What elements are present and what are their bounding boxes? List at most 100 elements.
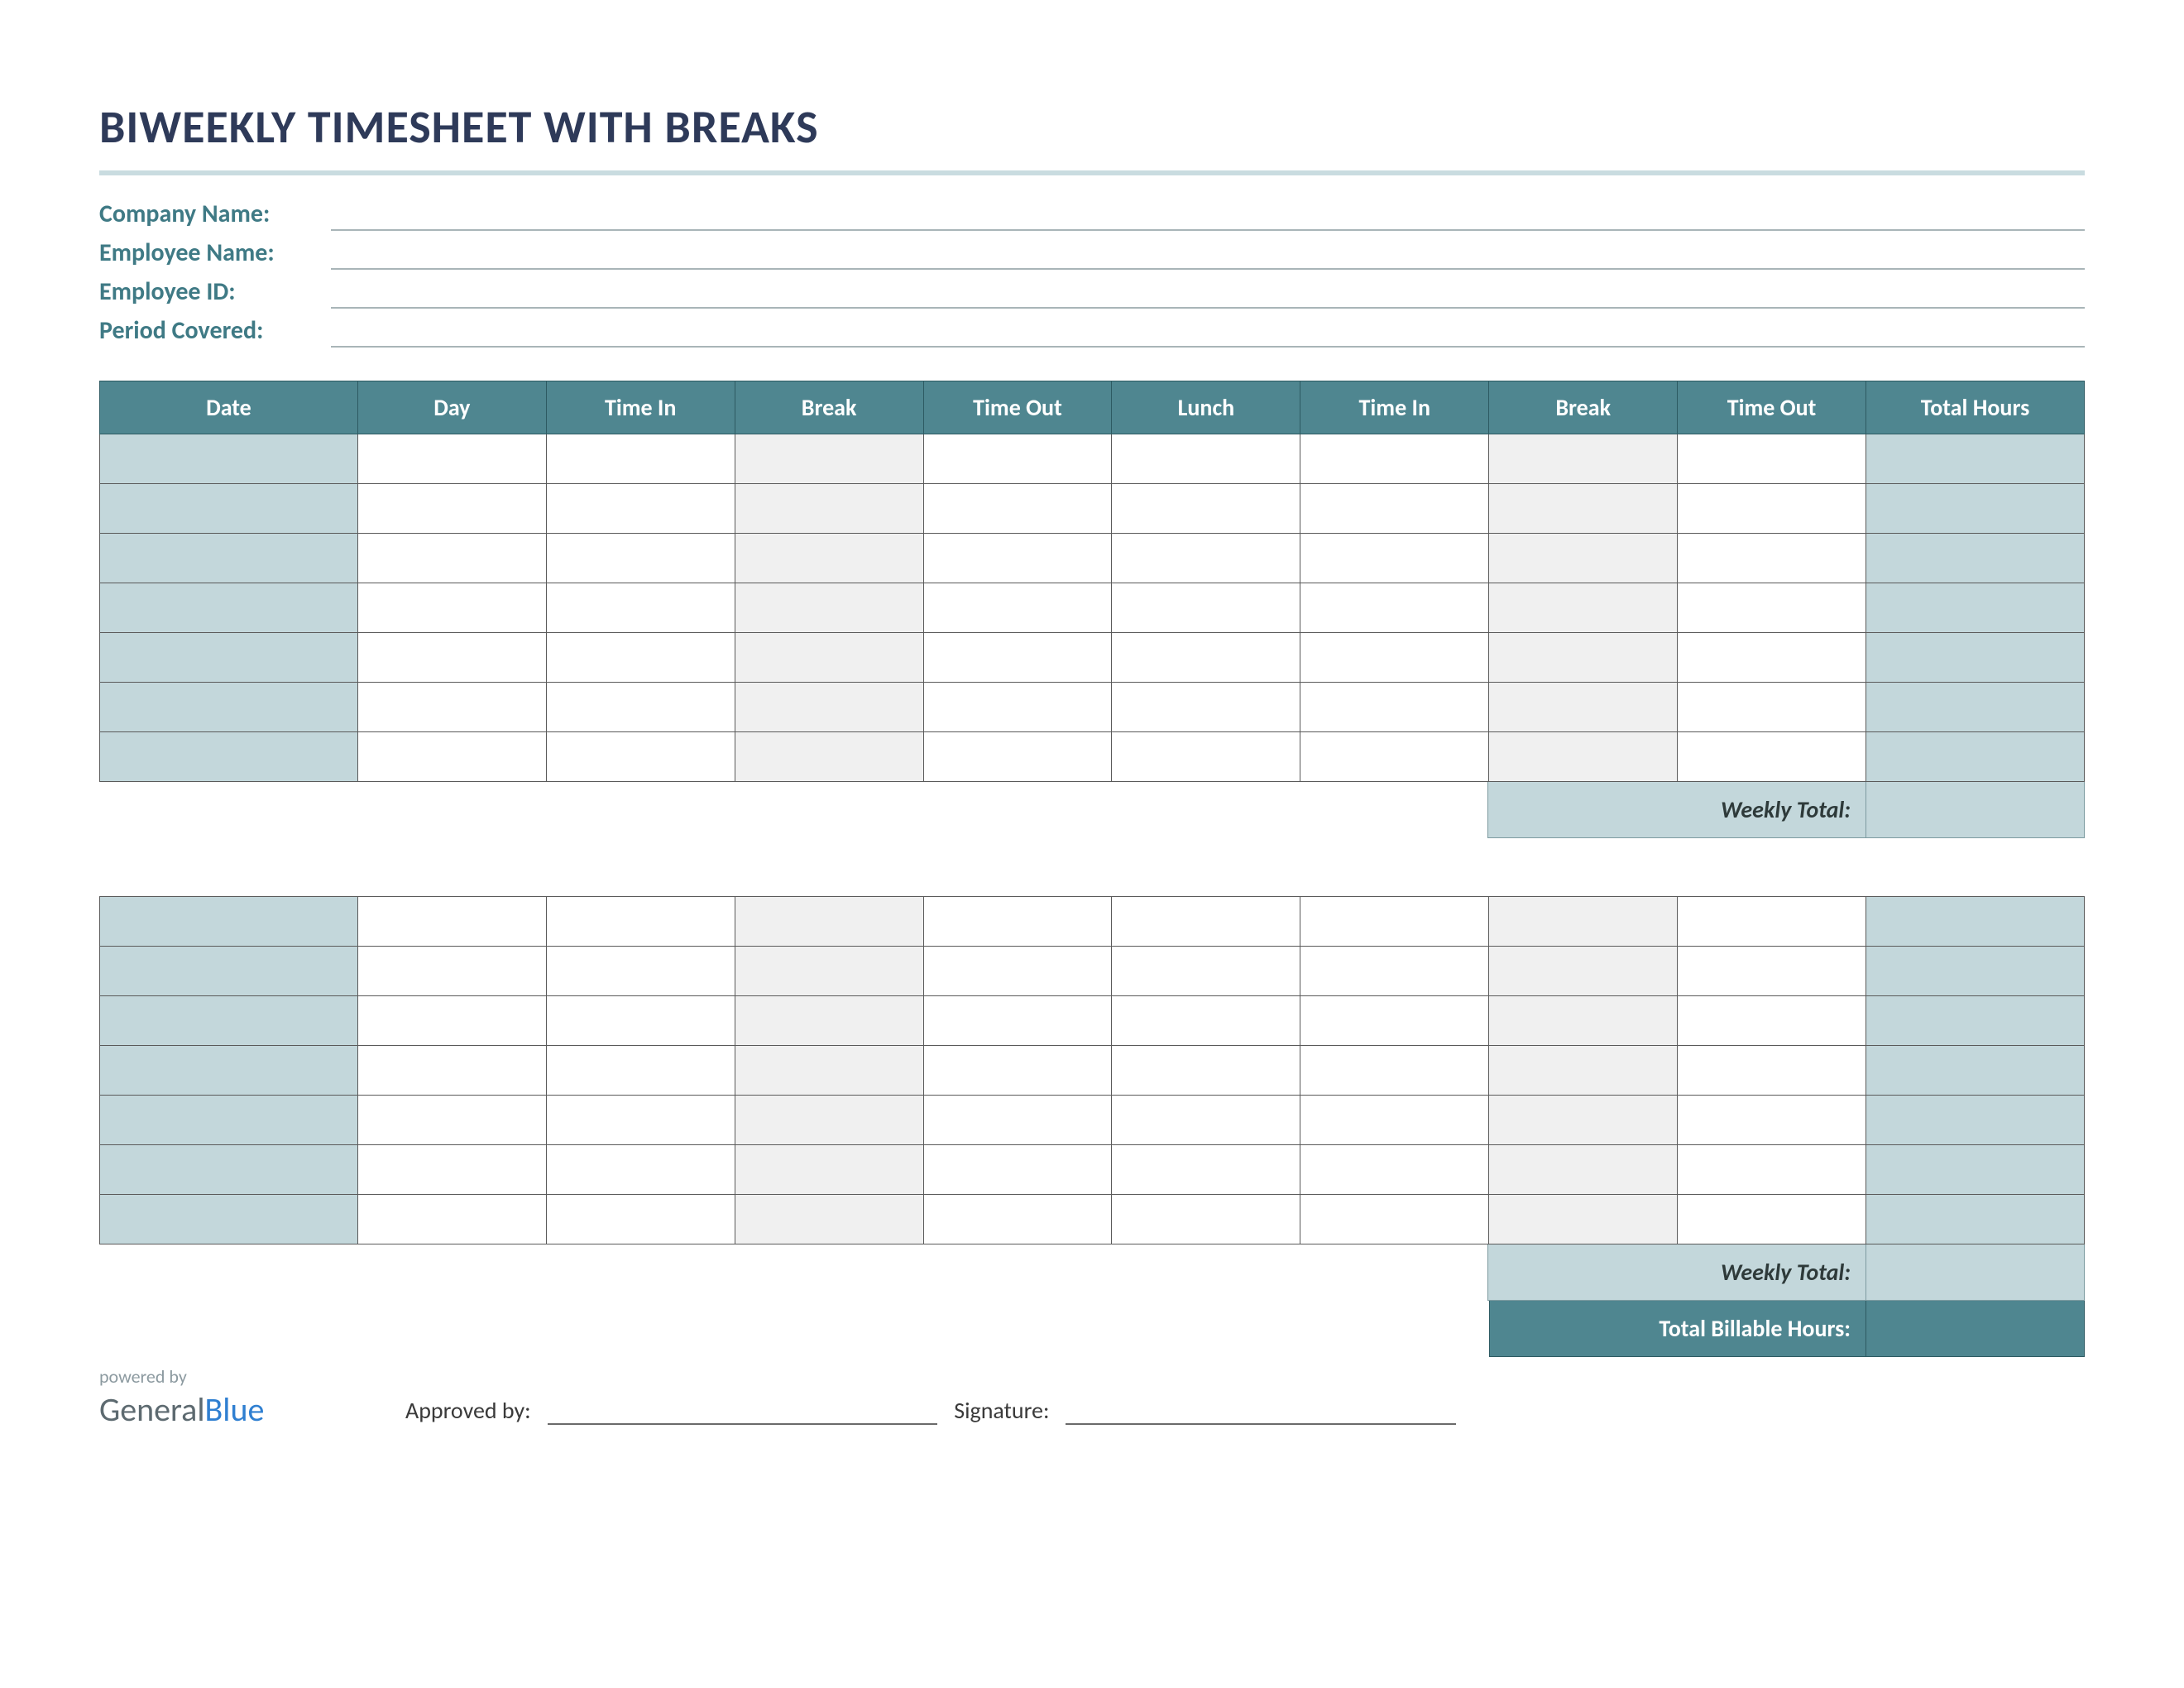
cell-lunch[interactable] bbox=[1112, 484, 1300, 534]
cell-total[interactable] bbox=[1866, 996, 2085, 1046]
cell-break1[interactable] bbox=[735, 996, 923, 1046]
cell-time_in2[interactable] bbox=[1300, 1096, 1489, 1145]
cell-time_in2[interactable] bbox=[1300, 633, 1489, 683]
cell-lunch[interactable] bbox=[1112, 732, 1300, 782]
cell-total[interactable] bbox=[1866, 897, 2085, 947]
cell-time_in2[interactable] bbox=[1300, 732, 1489, 782]
cell-lunch[interactable] bbox=[1112, 1046, 1300, 1096]
cell-time_out2[interactable] bbox=[1678, 1195, 1866, 1244]
week2-total-value[interactable] bbox=[1866, 1244, 2084, 1300]
cell-lunch[interactable] bbox=[1112, 434, 1300, 484]
cell-lunch[interactable] bbox=[1112, 1195, 1300, 1244]
cell-break2[interactable] bbox=[1489, 434, 1678, 484]
cell-break1[interactable] bbox=[735, 1046, 923, 1096]
cell-time_out2[interactable] bbox=[1678, 534, 1866, 583]
cell-time_in1[interactable] bbox=[546, 996, 735, 1046]
cell-date[interactable] bbox=[100, 633, 358, 683]
cell-break2[interactable] bbox=[1489, 897, 1678, 947]
cell-lunch[interactable] bbox=[1112, 633, 1300, 683]
cell-time_out2[interactable] bbox=[1678, 996, 1866, 1046]
cell-time_out1[interactable] bbox=[923, 947, 1112, 996]
cell-break2[interactable] bbox=[1489, 583, 1678, 633]
cell-day[interactable] bbox=[357, 583, 546, 633]
cell-time_out2[interactable] bbox=[1678, 484, 1866, 534]
cell-date[interactable] bbox=[100, 583, 358, 633]
cell-break2[interactable] bbox=[1489, 1096, 1678, 1145]
cell-time_out1[interactable] bbox=[923, 996, 1112, 1046]
cell-time_in2[interactable] bbox=[1300, 1145, 1489, 1195]
cell-date[interactable] bbox=[100, 1195, 358, 1244]
cell-time_in2[interactable] bbox=[1300, 1195, 1489, 1244]
cell-time_in2[interactable] bbox=[1300, 434, 1489, 484]
cell-time_in2[interactable] bbox=[1300, 484, 1489, 534]
cell-time_in1[interactable] bbox=[546, 1046, 735, 1096]
cell-time_out2[interactable] bbox=[1678, 633, 1866, 683]
cell-time_in1[interactable] bbox=[546, 947, 735, 996]
cell-time_out2[interactable] bbox=[1678, 1145, 1866, 1195]
cell-break1[interactable] bbox=[735, 1145, 923, 1195]
cell-time_in1[interactable] bbox=[546, 1195, 735, 1244]
cell-date[interactable] bbox=[100, 1046, 358, 1096]
cell-break2[interactable] bbox=[1489, 484, 1678, 534]
cell-break1[interactable] bbox=[735, 583, 923, 633]
cell-break1[interactable] bbox=[735, 534, 923, 583]
cell-time_in2[interactable] bbox=[1300, 683, 1489, 732]
cell-time_in2[interactable] bbox=[1300, 1046, 1489, 1096]
cell-time_out1[interactable] bbox=[923, 484, 1112, 534]
cell-time_in1[interactable] bbox=[546, 1145, 735, 1195]
cell-total[interactable] bbox=[1866, 1195, 2085, 1244]
cell-time_out1[interactable] bbox=[923, 1096, 1112, 1145]
cell-day[interactable] bbox=[357, 633, 546, 683]
cell-time_out1[interactable] bbox=[923, 583, 1112, 633]
cell-time_out1[interactable] bbox=[923, 1046, 1112, 1096]
cell-total[interactable] bbox=[1866, 633, 2085, 683]
cell-lunch[interactable] bbox=[1112, 1096, 1300, 1145]
approved-by-line[interactable] bbox=[548, 1400, 938, 1425]
cell-time_out1[interactable] bbox=[923, 534, 1112, 583]
cell-day[interactable] bbox=[357, 683, 546, 732]
cell-break2[interactable] bbox=[1489, 947, 1678, 996]
cell-date[interactable] bbox=[100, 897, 358, 947]
cell-date[interactable] bbox=[100, 484, 358, 534]
cell-time_in2[interactable] bbox=[1300, 897, 1489, 947]
billable-value[interactable] bbox=[1866, 1301, 2085, 1357]
cell-break2[interactable] bbox=[1489, 732, 1678, 782]
cell-time_out2[interactable] bbox=[1678, 1096, 1866, 1145]
cell-day[interactable] bbox=[357, 1195, 546, 1244]
cell-day[interactable] bbox=[357, 1145, 546, 1195]
cell-time_in2[interactable] bbox=[1300, 947, 1489, 996]
cell-total[interactable] bbox=[1866, 583, 2085, 633]
cell-day[interactable] bbox=[357, 897, 546, 947]
cell-time_in1[interactable] bbox=[546, 683, 735, 732]
cell-total[interactable] bbox=[1866, 732, 2085, 782]
cell-break2[interactable] bbox=[1489, 1145, 1678, 1195]
week1-total-value[interactable] bbox=[1866, 782, 2084, 837]
cell-break2[interactable] bbox=[1489, 1195, 1678, 1244]
cell-break1[interactable] bbox=[735, 633, 923, 683]
cell-time_out1[interactable] bbox=[923, 732, 1112, 782]
cell-day[interactable] bbox=[357, 996, 546, 1046]
cell-time_out2[interactable] bbox=[1678, 434, 1866, 484]
cell-total[interactable] bbox=[1866, 534, 2085, 583]
cell-lunch[interactable] bbox=[1112, 683, 1300, 732]
cell-time_in1[interactable] bbox=[546, 583, 735, 633]
cell-break2[interactable] bbox=[1489, 534, 1678, 583]
cell-day[interactable] bbox=[357, 1096, 546, 1145]
cell-lunch[interactable] bbox=[1112, 897, 1300, 947]
cell-time_out1[interactable] bbox=[923, 1145, 1112, 1195]
cell-total[interactable] bbox=[1866, 484, 2085, 534]
cell-break1[interactable] bbox=[735, 683, 923, 732]
cell-break1[interactable] bbox=[735, 1195, 923, 1244]
cell-lunch[interactable] bbox=[1112, 947, 1300, 996]
cell-day[interactable] bbox=[357, 732, 546, 782]
cell-total[interactable] bbox=[1866, 1046, 2085, 1096]
cell-day[interactable] bbox=[357, 534, 546, 583]
cell-day[interactable] bbox=[357, 1046, 546, 1096]
cell-time_in2[interactable] bbox=[1300, 534, 1489, 583]
cell-day[interactable] bbox=[357, 434, 546, 484]
cell-time_out2[interactable] bbox=[1678, 732, 1866, 782]
cell-date[interactable] bbox=[100, 683, 358, 732]
cell-time_out1[interactable] bbox=[923, 683, 1112, 732]
cell-day[interactable] bbox=[357, 484, 546, 534]
cell-break1[interactable] bbox=[735, 434, 923, 484]
